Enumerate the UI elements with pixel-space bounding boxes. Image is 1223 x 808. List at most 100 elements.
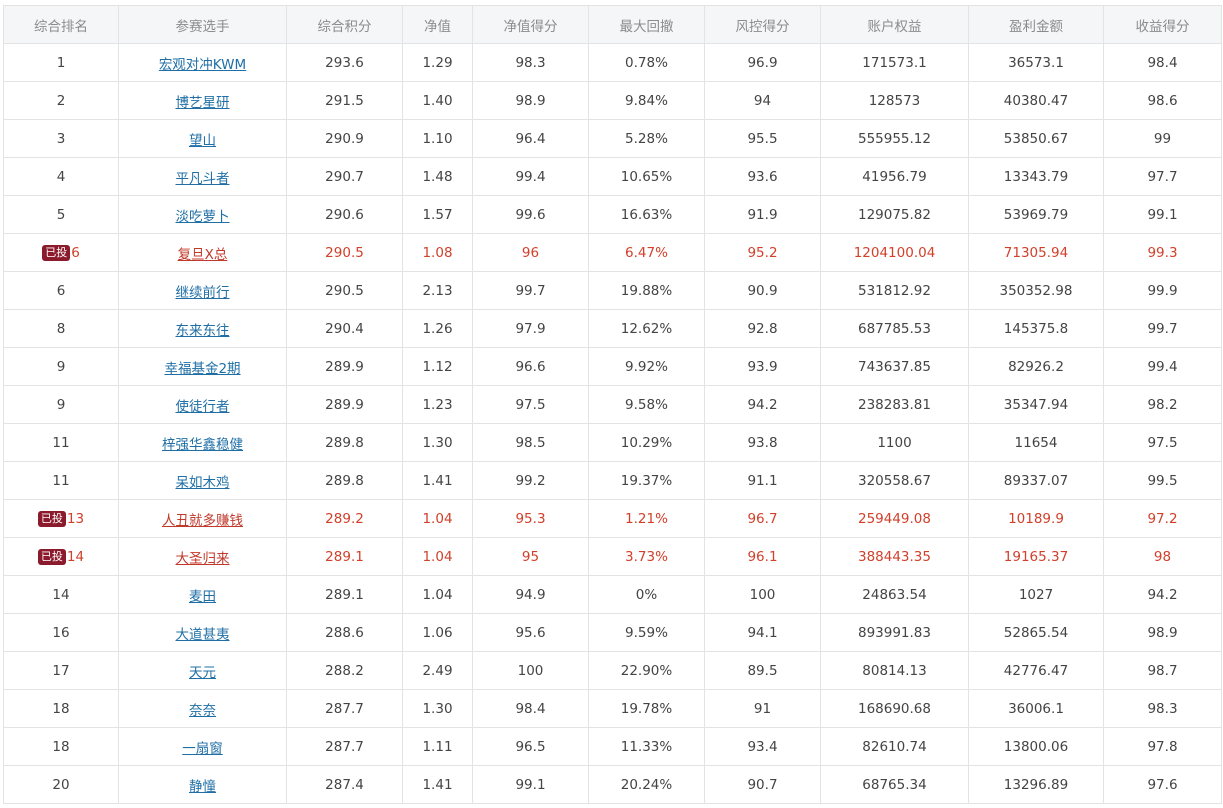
nav-cell: 1.12 xyxy=(402,347,473,386)
score-cell: 288.2 xyxy=(286,651,403,690)
header-row: 综合排名 参赛选手 综合积分 净值 净值得分 最大回撤 风控得分 账户权益 盈利… xyxy=(3,5,1222,44)
profit-cell: 13343.79 xyxy=(968,157,1104,196)
table-row: 11 呆如木鸡 289.8 1.41 99.2 19.37% 91.1 3205… xyxy=(3,461,1222,500)
player-link[interactable]: 平凡斗者 xyxy=(175,170,230,187)
profit-cell: 13296.89 xyxy=(968,765,1104,804)
max-drawdown-cell: 9.58% xyxy=(588,385,705,424)
player-link[interactable]: 一扇窗 xyxy=(182,740,223,757)
player-link[interactable]: 望山 xyxy=(189,132,216,149)
player-link[interactable]: 淡吃萝卜 xyxy=(175,208,230,225)
player-link[interactable]: 奈奈 xyxy=(189,702,216,719)
player-link[interactable]: 静憧 xyxy=(189,778,216,795)
player-cell: 麦田 xyxy=(118,575,287,614)
rank-value: 9 xyxy=(56,358,66,375)
max-drawdown-cell: 0.78% xyxy=(588,43,705,82)
score-cell: 289.1 xyxy=(286,575,403,614)
player-cell: 继续前行 xyxy=(118,271,287,310)
rank-cell: 18 xyxy=(3,727,119,766)
player-link[interactable]: 继续前行 xyxy=(175,284,230,301)
return-score-cell: 94.2 xyxy=(1103,575,1222,614)
nav-score-cell: 98.5 xyxy=(472,423,589,462)
nav-cell: 1.30 xyxy=(402,689,473,728)
max-drawdown-cell: 16.63% xyxy=(588,195,705,234)
risk-score-cell: 91 xyxy=(704,689,821,728)
return-score-cell: 98.9 xyxy=(1103,613,1222,652)
max-drawdown-cell: 19.88% xyxy=(588,271,705,310)
rank-cell: 9 xyxy=(3,347,119,386)
rank-value: 18 xyxy=(52,700,70,717)
max-drawdown-cell: 5.28% xyxy=(588,119,705,158)
profit-cell: 42776.47 xyxy=(968,651,1104,690)
player-cell: 幸福基金2期 xyxy=(118,347,287,386)
return-score-cell: 99.7 xyxy=(1103,309,1222,348)
player-link[interactable]: 博艺星研 xyxy=(175,94,230,111)
rank-value: 17 xyxy=(52,662,70,679)
player-link[interactable]: 大圣归来 xyxy=(175,550,230,567)
player-cell: 一扇窗 xyxy=(118,727,287,766)
rank-cell: 3 xyxy=(3,119,119,158)
nav-cell: 1.29 xyxy=(402,43,473,82)
risk-score-cell: 93.6 xyxy=(704,157,821,196)
risk-score-cell: 96.7 xyxy=(704,499,821,538)
rank-value: 3 xyxy=(56,130,66,147)
rank-value: 1 xyxy=(56,54,66,71)
player-link[interactable]: 东来东往 xyxy=(175,322,230,339)
return-score-cell: 97.6 xyxy=(1103,765,1222,804)
player-cell: 复旦X总 xyxy=(118,233,287,272)
score-cell: 290.4 xyxy=(286,309,403,348)
header-rank: 综合排名 xyxy=(3,5,119,44)
player-cell: 人丑就多赚钱 xyxy=(118,499,287,538)
player-link[interactable]: 人丑就多赚钱 xyxy=(162,512,243,529)
rank-value: 11 xyxy=(52,434,70,451)
score-cell: 289.9 xyxy=(286,385,403,424)
return-score-cell: 99 xyxy=(1103,119,1222,158)
return-score-cell: 97.8 xyxy=(1103,727,1222,766)
header-nav-score: 净值得分 xyxy=(472,5,589,44)
equity-cell: 168690.68 xyxy=(820,689,969,728)
return-score-cell: 98.2 xyxy=(1103,385,1222,424)
header-profit: 盈利金额 xyxy=(968,5,1104,44)
player-link[interactable]: 使徒行者 xyxy=(175,398,230,415)
score-cell: 287.7 xyxy=(286,727,403,766)
rank-cell: 17 xyxy=(3,651,119,690)
player-link[interactable]: 麦田 xyxy=(189,588,216,605)
max-drawdown-cell: 12.62% xyxy=(588,309,705,348)
profit-cell: 350352.98 xyxy=(968,271,1104,310)
player-link[interactable]: 天元 xyxy=(189,664,216,681)
equity-cell: 24863.54 xyxy=(820,575,969,614)
equity-cell: 238283.81 xyxy=(820,385,969,424)
risk-score-cell: 94 xyxy=(704,81,821,120)
player-link[interactable]: 梓强华鑫稳健 xyxy=(162,436,243,453)
table-row: 5 淡吃萝卜 290.6 1.57 99.6 16.63% 91.9 12907… xyxy=(3,195,1222,234)
table-row: 8 东来东往 290.4 1.26 97.9 12.62% 92.8 68778… xyxy=(3,309,1222,348)
max-drawdown-cell: 6.47% xyxy=(588,233,705,272)
player-link[interactable]: 呆如木鸡 xyxy=(175,474,230,491)
player-cell: 大道甚夷 xyxy=(118,613,287,652)
risk-score-cell: 96.1 xyxy=(704,537,821,576)
invested-badge: 已投 xyxy=(37,548,66,565)
equity-cell: 320558.67 xyxy=(820,461,969,500)
player-cell: 大圣归来 xyxy=(118,537,287,576)
player-link[interactable]: 大道甚夷 xyxy=(175,626,230,643)
equity-cell: 893991.83 xyxy=(820,613,969,652)
rank-cell: 14 xyxy=(3,575,119,614)
max-drawdown-cell: 19.37% xyxy=(588,461,705,500)
nav-score-cell: 96.4 xyxy=(472,119,589,158)
nav-cell: 2.13 xyxy=(402,271,473,310)
table-row: 9 幸福基金2期 289.9 1.12 96.6 9.92% 93.9 7436… xyxy=(3,347,1222,386)
score-cell: 291.5 xyxy=(286,81,403,120)
rank-value: 6 xyxy=(71,244,80,261)
rank-value: 14 xyxy=(52,586,70,603)
rank-cell: 11 xyxy=(3,423,119,462)
player-link[interactable]: 宏观对冲KWM xyxy=(158,56,247,73)
player-link[interactable]: 幸福基金2期 xyxy=(164,360,241,377)
return-score-cell: 98.6 xyxy=(1103,81,1222,120)
risk-score-cell: 94.1 xyxy=(704,613,821,652)
player-link[interactable]: 复旦X总 xyxy=(177,246,228,263)
rank-cell: 16 xyxy=(3,613,119,652)
max-drawdown-cell: 20.24% xyxy=(588,765,705,804)
ranking-table: 综合排名 参赛选手 综合积分 净值 净值得分 最大回撤 风控得分 账户权益 盈利… xyxy=(3,5,1222,804)
player-cell: 呆如木鸡 xyxy=(118,461,287,500)
score-cell: 293.6 xyxy=(286,43,403,82)
max-drawdown-cell: 9.84% xyxy=(588,81,705,120)
